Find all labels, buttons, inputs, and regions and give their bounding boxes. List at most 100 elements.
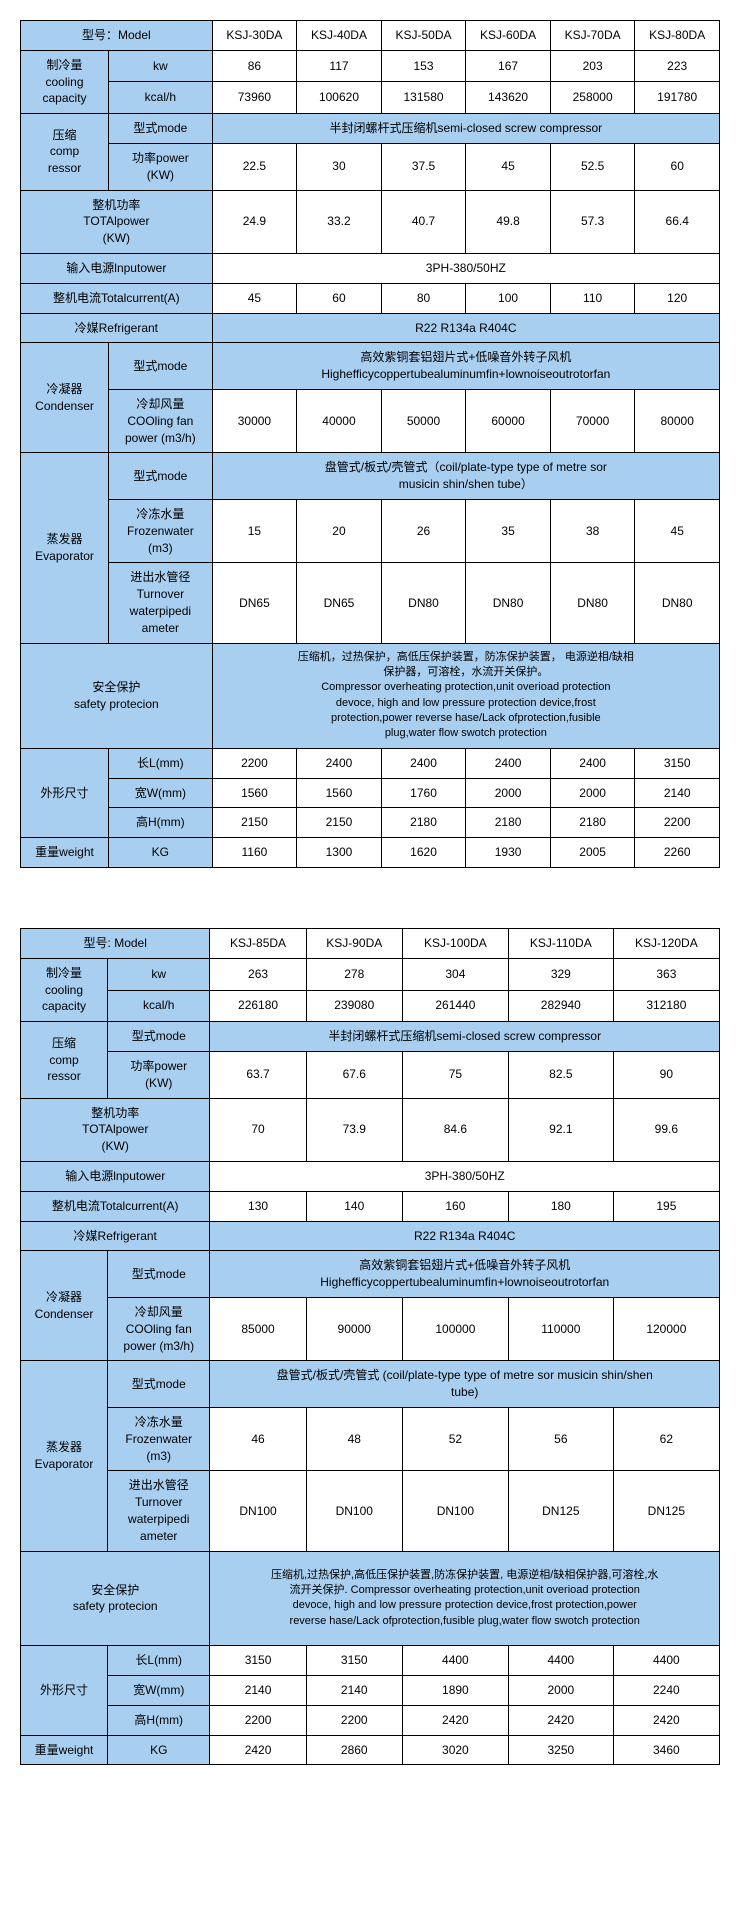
kw-label: kw <box>109 50 213 82</box>
kw-label: kw <box>108 958 210 990</box>
evap-mode-value: 盘管式/板式/壳管式（coil/plate-type type of metre… <box>212 453 719 500</box>
data-cell: 3250 <box>508 1735 613 1765</box>
data-cell: 50000 <box>381 389 466 452</box>
data-cell: 92.1 <box>508 1098 613 1161</box>
data-cell: 120 <box>635 283 720 313</box>
data-cell: 45 <box>635 499 720 562</box>
data-cell: DN125 <box>613 1471 719 1551</box>
data-cell: 2400 <box>381 748 466 778</box>
data-cell: 100620 <box>297 82 382 114</box>
data-cell: DN80 <box>381 563 466 643</box>
data-cell: 73960 <box>212 82 297 114</box>
data-cell: 60 <box>635 143 720 190</box>
data-cell: DN100 <box>210 1471 306 1551</box>
width-label: 宽W(mm) <box>108 1675 210 1705</box>
data-cell: 117 <box>297 50 382 82</box>
data-cell: 110000 <box>508 1298 613 1361</box>
data-cell: 2000 <box>466 778 551 808</box>
data-cell: 70 <box>210 1098 306 1161</box>
data-cell: 86 <box>212 50 297 82</box>
data-cell: 26 <box>381 499 466 562</box>
data-cell: 329 <box>508 958 613 990</box>
data-cell: 143620 <box>466 82 551 114</box>
data-cell: 80 <box>381 283 466 313</box>
data-cell: 60 <box>297 283 382 313</box>
data-cell: 2005 <box>550 838 635 868</box>
data-cell: 223 <box>635 50 720 82</box>
data-cell: 3150 <box>210 1646 306 1676</box>
height-label: 高H(mm) <box>109 808 213 838</box>
refrigerant-label: 冷媒Refrigerant <box>21 1221 210 1251</box>
data-cell: DN80 <box>635 563 720 643</box>
evaporator-label: 蒸发器Evaporator <box>21 1361 108 1551</box>
refrigerant-value: R22 R134a R404C <box>212 313 719 343</box>
data-cell: 180 <box>508 1191 613 1221</box>
data-cell: 263 <box>210 958 306 990</box>
data-cell: 2000 <box>508 1675 613 1705</box>
safety-label: 安全保护safety protecion <box>21 1551 210 1646</box>
data-cell: 203 <box>550 50 635 82</box>
data-cell: 131580 <box>381 82 466 114</box>
data-cell: 2260 <box>635 838 720 868</box>
model-col: KSJ-80DA <box>635 21 720 51</box>
model-col: KSJ-70DA <box>550 21 635 51</box>
input-power-value: 3PH-380/50HZ <box>210 1162 720 1192</box>
model-col: KSJ-120DA <box>613 929 719 959</box>
data-cell: 2400 <box>466 748 551 778</box>
length-label: 长L(mm) <box>108 1646 210 1676</box>
data-cell: 2200 <box>306 1705 402 1735</box>
data-cell: 2140 <box>306 1675 402 1705</box>
evaporator-label: 蒸发器Evaporator <box>21 453 109 643</box>
data-cell: 20 <box>297 499 382 562</box>
data-cell: 258000 <box>550 82 635 114</box>
data-cell: 3150 <box>306 1646 402 1676</box>
evap-mode-value: 盘管式/板式/壳管式 (coil/plate-type type of metr… <box>210 1361 720 1408</box>
data-cell: 4400 <box>508 1646 613 1676</box>
data-cell: 40000 <box>297 389 382 452</box>
data-cell: 67.6 <box>306 1052 402 1099</box>
evap-mode-label: 型式mode <box>108 1361 210 1408</box>
refrigerant-value: R22 R134a R404C <box>210 1221 720 1251</box>
data-cell: 100 <box>466 283 551 313</box>
data-cell: 62 <box>613 1407 719 1470</box>
data-cell: 52 <box>402 1407 508 1470</box>
condenser-label: 冷凝器Condenser <box>21 1251 108 1361</box>
data-cell: 1560 <box>212 778 297 808</box>
comp-mode-value: 半封闭螺杆式压缩机semi-closed screw compressor <box>210 1022 720 1052</box>
total-current-label: 整机电流Totalcurrent(A) <box>21 283 213 313</box>
data-cell: 56 <box>508 1407 613 1470</box>
input-power-label: 输入电源lnputower <box>21 1162 210 1192</box>
data-cell: 304 <box>402 958 508 990</box>
data-cell: 57.3 <box>550 190 635 253</box>
total-current-label: 整机电流Totalcurrent(A) <box>21 1191 210 1221</box>
data-cell: 2400 <box>550 748 635 778</box>
comp-power-label: 功率power(KW) <box>109 143 213 190</box>
weight-label: 重量weight <box>21 838 109 868</box>
model-header: 型号：Model <box>21 21 213 51</box>
data-cell: 22.5 <box>212 143 297 190</box>
data-cell: 2420 <box>210 1735 306 1765</box>
data-cell: 63.7 <box>210 1052 306 1099</box>
pipe-label: 进出水管径Turnoverwaterpipediameter <box>108 1471 210 1551</box>
cooling-fan-label: 冷却风量COOling fanpower (m3/h) <box>109 389 213 452</box>
data-cell: 2180 <box>466 808 551 838</box>
data-cell: 153 <box>381 50 466 82</box>
model-col: KSJ-30DA <box>212 21 297 51</box>
data-cell: 2420 <box>402 1705 508 1735</box>
data-cell: 120000 <box>613 1298 719 1361</box>
frozen-label: 冷冻水量Frozenwater(m3) <box>109 499 213 562</box>
data-cell: DN100 <box>402 1471 508 1551</box>
data-cell: 110 <box>550 283 635 313</box>
data-cell: 2180 <box>550 808 635 838</box>
comp-mode-label: 型式mode <box>109 114 213 144</box>
comp-power-label: 功率power(KW) <box>108 1052 210 1099</box>
condenser-mode-label: 型式mode <box>108 1251 210 1298</box>
data-cell: 49.8 <box>466 190 551 253</box>
data-cell: 2420 <box>613 1705 719 1735</box>
data-cell: 140 <box>306 1191 402 1221</box>
data-cell: 45 <box>212 283 297 313</box>
data-cell: 2200 <box>210 1705 306 1735</box>
spec-table-2: 型号: Model KSJ-85DA KSJ-90DA KSJ-100DA KS… <box>20 928 720 1765</box>
comp-mode-label: 型式mode <box>108 1022 210 1052</box>
data-cell: 46 <box>210 1407 306 1470</box>
